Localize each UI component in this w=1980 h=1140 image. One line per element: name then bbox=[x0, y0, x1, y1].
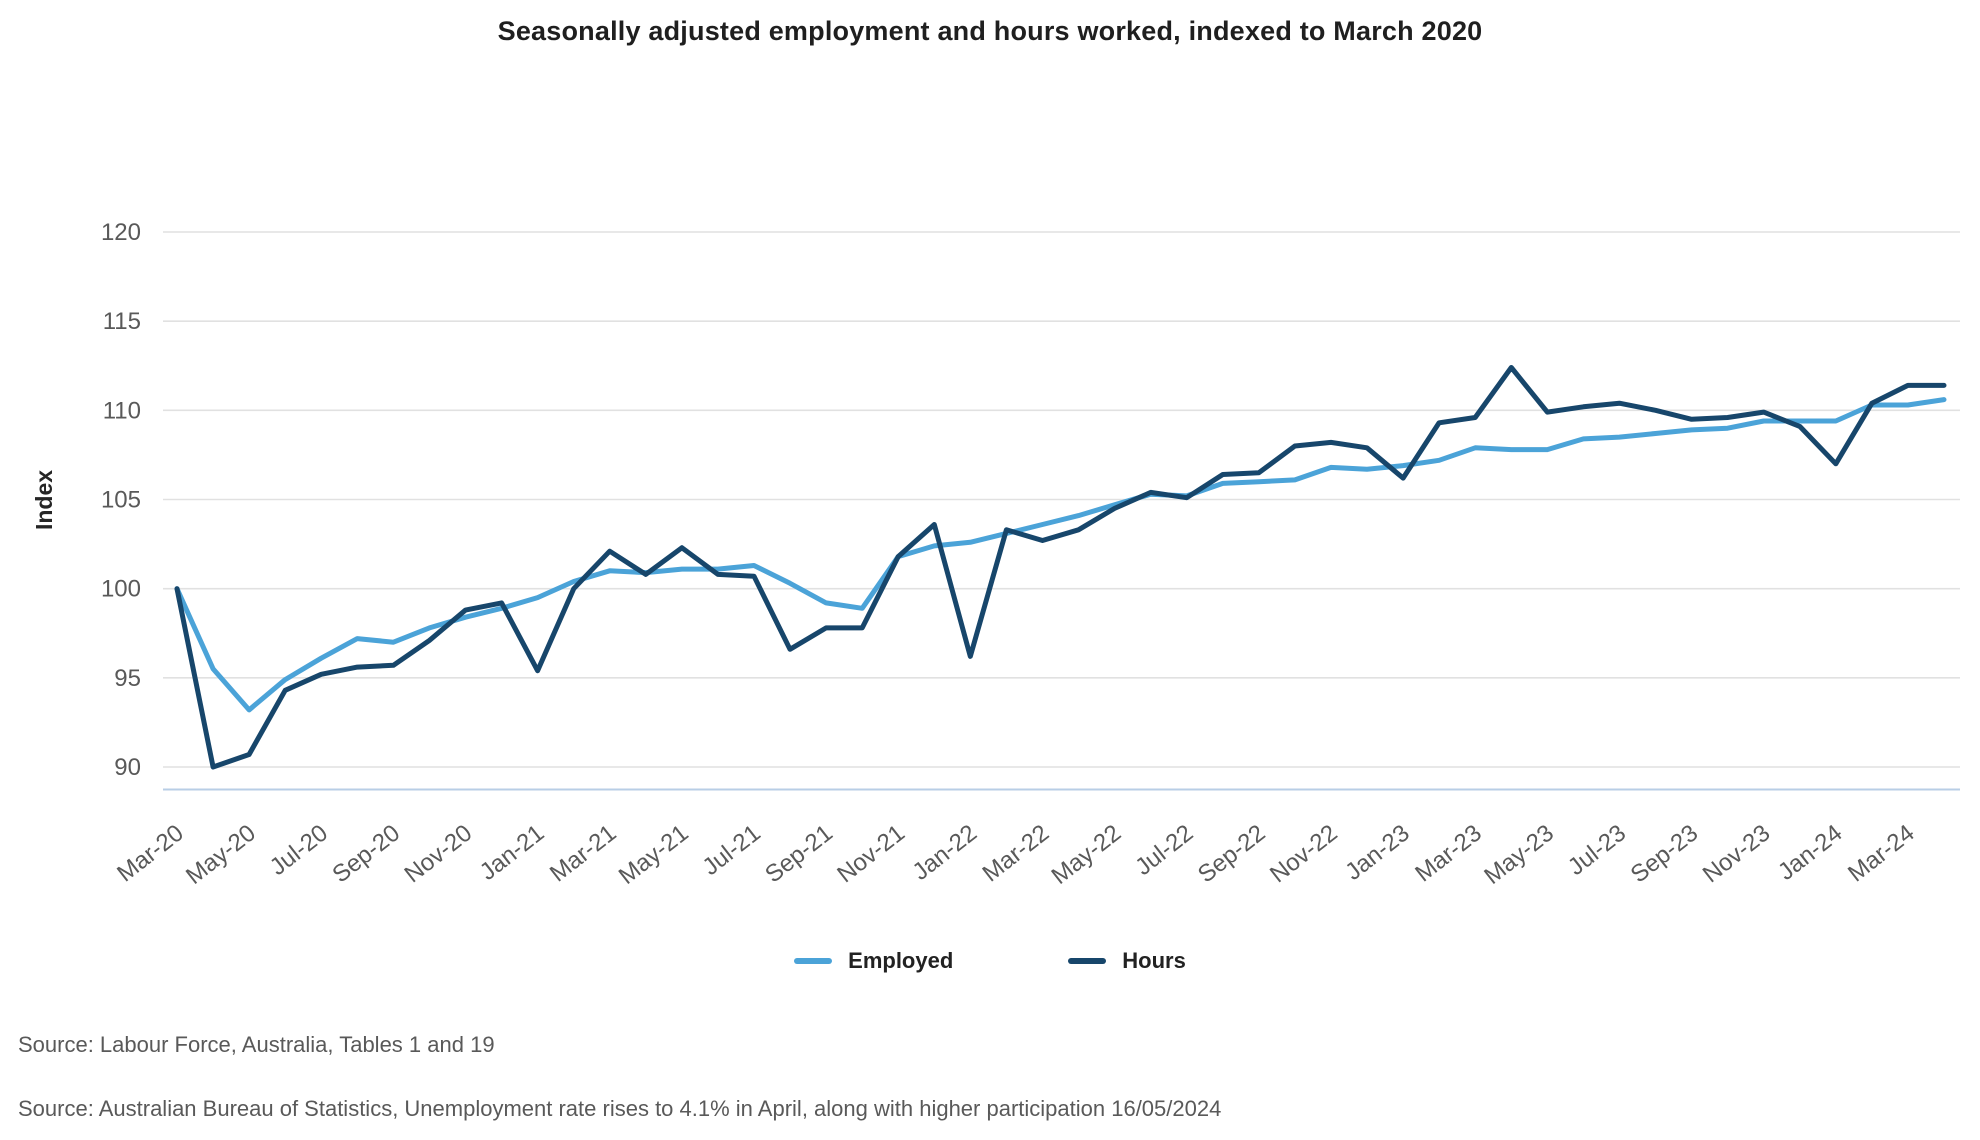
y-axis-title: Index bbox=[31, 470, 57, 530]
y-tick-label-105: 105 bbox=[101, 487, 141, 514]
x-tick-label-Mar-23: Mar-23 bbox=[1410, 819, 1487, 887]
x-tick-label-Sep-23: Sep-23 bbox=[1626, 819, 1704, 888]
x-tick-label-Jul-20: Jul-20 bbox=[265, 819, 333, 881]
y-tick-label-95: 95 bbox=[114, 665, 141, 692]
x-tick-label-May-23: May-23 bbox=[1479, 819, 1559, 890]
employed-line-swatch bbox=[794, 958, 833, 964]
x-tick-label-Jan-23: Jan-23 bbox=[1340, 819, 1414, 885]
x-tick-label-Mar-22: Mar-22 bbox=[978, 819, 1055, 887]
x-tick-label-Sep-20: Sep-20 bbox=[327, 819, 405, 888]
legend-label-hours: Hours bbox=[1122, 948, 1186, 973]
x-tick-label-Mar-21: Mar-21 bbox=[545, 819, 622, 887]
x-tick-label-May-22: May-22 bbox=[1047, 819, 1127, 890]
legend-label-employed: Employed bbox=[848, 948, 954, 973]
x-tick-label-Mar-24: Mar-24 bbox=[1843, 819, 1920, 887]
x-tick-label-Sep-21: Sep-21 bbox=[760, 819, 838, 888]
y-tick-label-100: 100 bbox=[101, 576, 141, 603]
x-tick-label-Jul-22: Jul-22 bbox=[1130, 819, 1198, 881]
x-tick-label-Nov-23: Nov-23 bbox=[1698, 819, 1776, 888]
x-tick-label-Sep-22: Sep-22 bbox=[1193, 819, 1271, 888]
x-tick-label-Jul-23: Jul-23 bbox=[1563, 819, 1631, 881]
x-tick-label-Nov-22: Nov-22 bbox=[1265, 819, 1343, 888]
x-tick-label-Nov-20: Nov-20 bbox=[400, 819, 478, 888]
chart-legend: Employed Hours bbox=[0, 948, 1980, 974]
employed-line bbox=[174, 397, 1947, 713]
y-axis-tick-labels: 90 95 100 105 110 115 120 bbox=[101, 219, 141, 781]
x-tick-label-Jan-22: Jan-22 bbox=[908, 819, 982, 885]
hours-line bbox=[174, 365, 1947, 770]
source-line-2: Source: Australian Bureau of Statistics,… bbox=[18, 1096, 1222, 1121]
legend-item-employed: Employed bbox=[794, 948, 953, 974]
hours-line-swatch bbox=[1068, 958, 1107, 964]
gridlines bbox=[163, 231, 1960, 791]
chart-title: Seasonally adjusted employment and hours… bbox=[497, 16, 1483, 46]
y-tick-label-110: 110 bbox=[103, 397, 141, 424]
x-tick-label-Nov-21: Nov-21 bbox=[832, 819, 910, 888]
series-lines bbox=[174, 365, 1947, 770]
x-tick-label-Jul-21: Jul-21 bbox=[698, 819, 766, 881]
y-tick-label-115: 115 bbox=[103, 308, 141, 335]
x-tick-label-May-21: May-21 bbox=[614, 819, 694, 890]
legend-item-hours: Hours bbox=[1068, 948, 1186, 974]
x-tick-label-Jan-21: Jan-21 bbox=[475, 819, 549, 885]
x-tick-label-Mar-20: Mar-20 bbox=[112, 819, 189, 887]
y-tick-label-120: 120 bbox=[101, 219, 141, 246]
x-tick-label-Jan-24: Jan-24 bbox=[1773, 819, 1847, 885]
x-tick-label-May-20: May-20 bbox=[181, 819, 261, 890]
source-line-1: Source: Labour Force, Australia, Tables … bbox=[18, 1032, 495, 1057]
y-tick-label-90: 90 bbox=[114, 754, 141, 781]
